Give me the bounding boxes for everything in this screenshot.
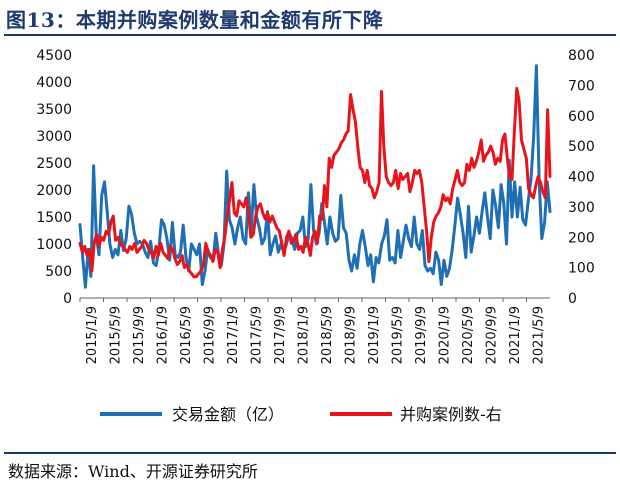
left-axis-tick-label: 1000	[36, 237, 72, 253]
x-axis-tick-label: 2020/9/9	[484, 306, 499, 364]
right-axis-tick-label: 0	[568, 291, 577, 307]
left-axis: 0 500 1000 1500 2000 2500 3000 3500 4000 4500	[36, 48, 72, 307]
left-axis-tick-label: 3500	[36, 102, 72, 118]
right-axis-tick-label: 300	[568, 200, 595, 216]
series-group	[78, 64, 552, 289]
left-axis-tick-label: 1500	[36, 210, 72, 226]
left-axis-tick-label: 0	[63, 291, 72, 307]
title-divider	[4, 34, 616, 36]
x-axis-tick-label: 2019/9/9	[414, 306, 429, 364]
right-axis-tick-label: 100	[568, 261, 595, 277]
x-axis-tick-label: 2016/9/9	[202, 306, 217, 364]
left-axis-tick-label: 500	[45, 264, 72, 280]
x-axis-tick-label: 2019/5/9	[390, 306, 405, 364]
x-axis-tick-label: 2021/5/9	[531, 306, 546, 364]
right-axis-tick-label: 500	[568, 139, 595, 155]
x-axis-tick-label: 2017/5/9	[249, 306, 264, 364]
right-axis-tick-label: 400	[568, 170, 595, 186]
legend-label: 交易金额（亿）	[172, 405, 284, 424]
x-axis-tick-label: 2015/1/9	[85, 306, 100, 364]
legend: 交易金额（亿） 并购案例数-右	[100, 405, 502, 424]
source-divider	[4, 452, 616, 454]
chart-title: 图13：本期并购案例数量和金额有所下降	[6, 8, 384, 32]
x-axis-tick-label: 2015/5/9	[108, 306, 123, 364]
x-axis-tick-label: 2015/9/9	[132, 306, 147, 364]
left-axis-tick-label: 2000	[36, 183, 72, 199]
x-axis-tick-label: 2017/9/9	[273, 306, 288, 364]
left-axis-tick-label: 4500	[36, 48, 72, 64]
x-axis: 2015/1/9 2015/5/9 2015/9/9 2016/1/9 2016/5/9…	[79, 297, 550, 364]
x-axis-tick-label: 2016/5/9	[179, 306, 194, 364]
source-note: 数据来源：Wind、开源证券研究所	[8, 462, 258, 481]
x-axis-tick-label: 2019/1/9	[367, 306, 382, 364]
left-axis-tick-label: 2500	[36, 156, 72, 172]
x-axis-tick-label: 2016/1/9	[155, 306, 170, 364]
x-axis-tick-label: 2018/1/9	[296, 306, 311, 364]
x-axis-tick-label: 2018/9/9	[343, 306, 358, 364]
right-axis-tick-label: 800	[568, 48, 595, 64]
x-axis-tick-label: 2017/1/9	[226, 306, 241, 364]
x-axis-tick-label: 2020/5/9	[461, 306, 476, 364]
right-axis-tick-label: 600	[568, 109, 595, 125]
legend-label: 并购案例数-右	[400, 405, 502, 424]
x-axis-tick-label: 2018/5/9	[320, 306, 335, 364]
series-line-count	[78, 86, 552, 279]
x-axis-tick-label: 2021/1/9	[508, 306, 523, 364]
right-axis-tick-label: 200	[568, 230, 595, 246]
x-axis-tick-label: 2020/1/9	[437, 306, 452, 364]
right-axis: 0 100 200 300 400 500 600 700 800	[568, 48, 595, 307]
chart: 0 500 1000 1500 2000 2500 3000 3500 4000 4500 0 10…	[36, 48, 595, 424]
right-axis-tick-label: 700	[568, 78, 595, 94]
left-axis-tick-label: 3000	[36, 129, 72, 145]
left-axis-tick-label: 4000	[36, 75, 72, 91]
